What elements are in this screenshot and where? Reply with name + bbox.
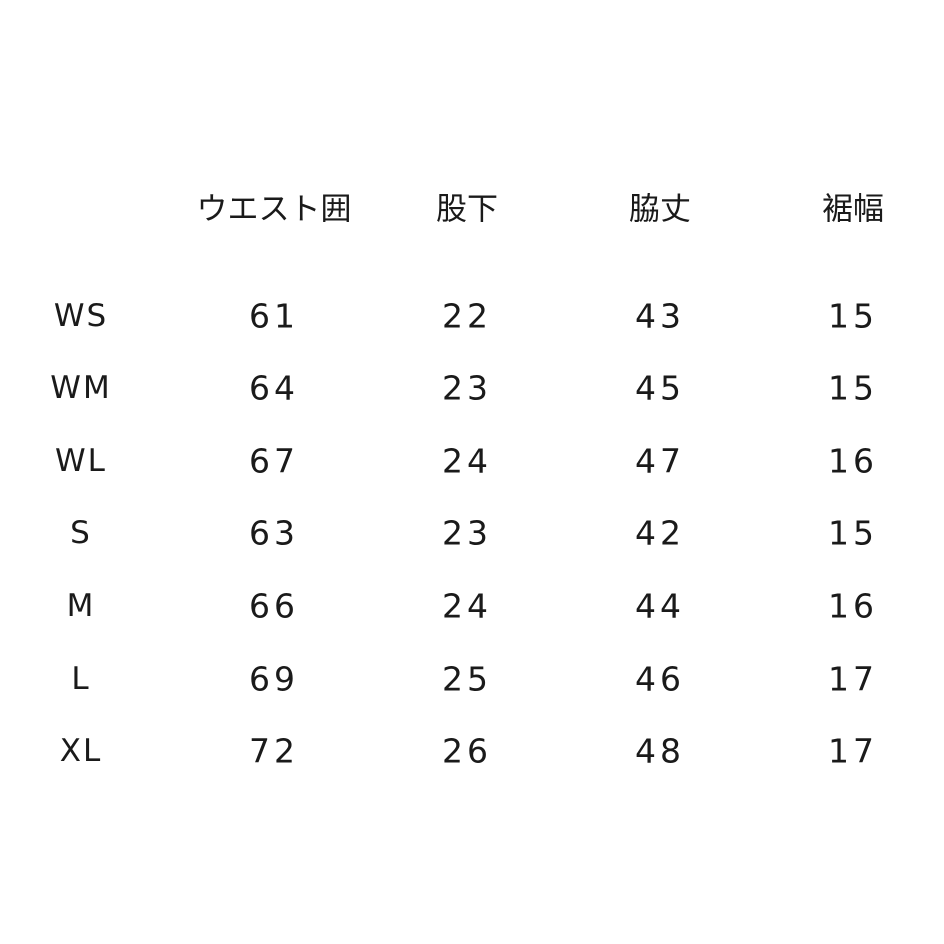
table-cell: 22 (442, 296, 492, 336)
table-cell: 66 (249, 586, 299, 626)
table-cell: 16 (828, 441, 878, 481)
table-cell: 42 (635, 513, 685, 553)
table-cell: 26 (442, 731, 492, 771)
row-size-label: WL (55, 443, 107, 479)
table-cell: 15 (828, 513, 878, 553)
row-size-label: M (66, 588, 96, 624)
table-cell: 15 (828, 368, 878, 408)
table-cell: 23 (442, 513, 492, 553)
table-cell: 25 (442, 659, 492, 699)
column-header: 脇丈 (629, 191, 691, 228)
table-cell: 69 (249, 659, 299, 699)
table-cell: 46 (635, 659, 685, 699)
table-cell: 43 (635, 296, 685, 336)
table-cell: 24 (442, 441, 492, 481)
row-size-label: S (70, 515, 92, 551)
table-cell: 23 (442, 368, 492, 408)
column-header: ウエスト囲 (196, 191, 352, 228)
table-cell: 72 (249, 731, 299, 771)
table-cell: 45 (635, 368, 685, 408)
table-cell: 15 (828, 296, 878, 336)
row-size-label: WS (53, 298, 109, 334)
column-header: 股下 (436, 191, 498, 228)
table-cell: 17 (828, 659, 878, 699)
table-cell: 48 (635, 731, 685, 771)
table-cell: 17 (828, 731, 878, 771)
table-cell: 67 (249, 441, 299, 481)
table-cell: 44 (635, 586, 685, 626)
table-cell: 47 (635, 441, 685, 481)
table-cell: 64 (249, 368, 299, 408)
table-cell: 24 (442, 586, 492, 626)
row-size-label: XL (59, 733, 103, 769)
table-cell: 61 (249, 296, 299, 336)
row-size-label: L (71, 661, 91, 697)
table-cell: 16 (828, 586, 878, 626)
table-cell: 63 (249, 513, 299, 553)
row-size-label: WM (50, 370, 112, 406)
column-header: 裾幅 (822, 191, 884, 228)
